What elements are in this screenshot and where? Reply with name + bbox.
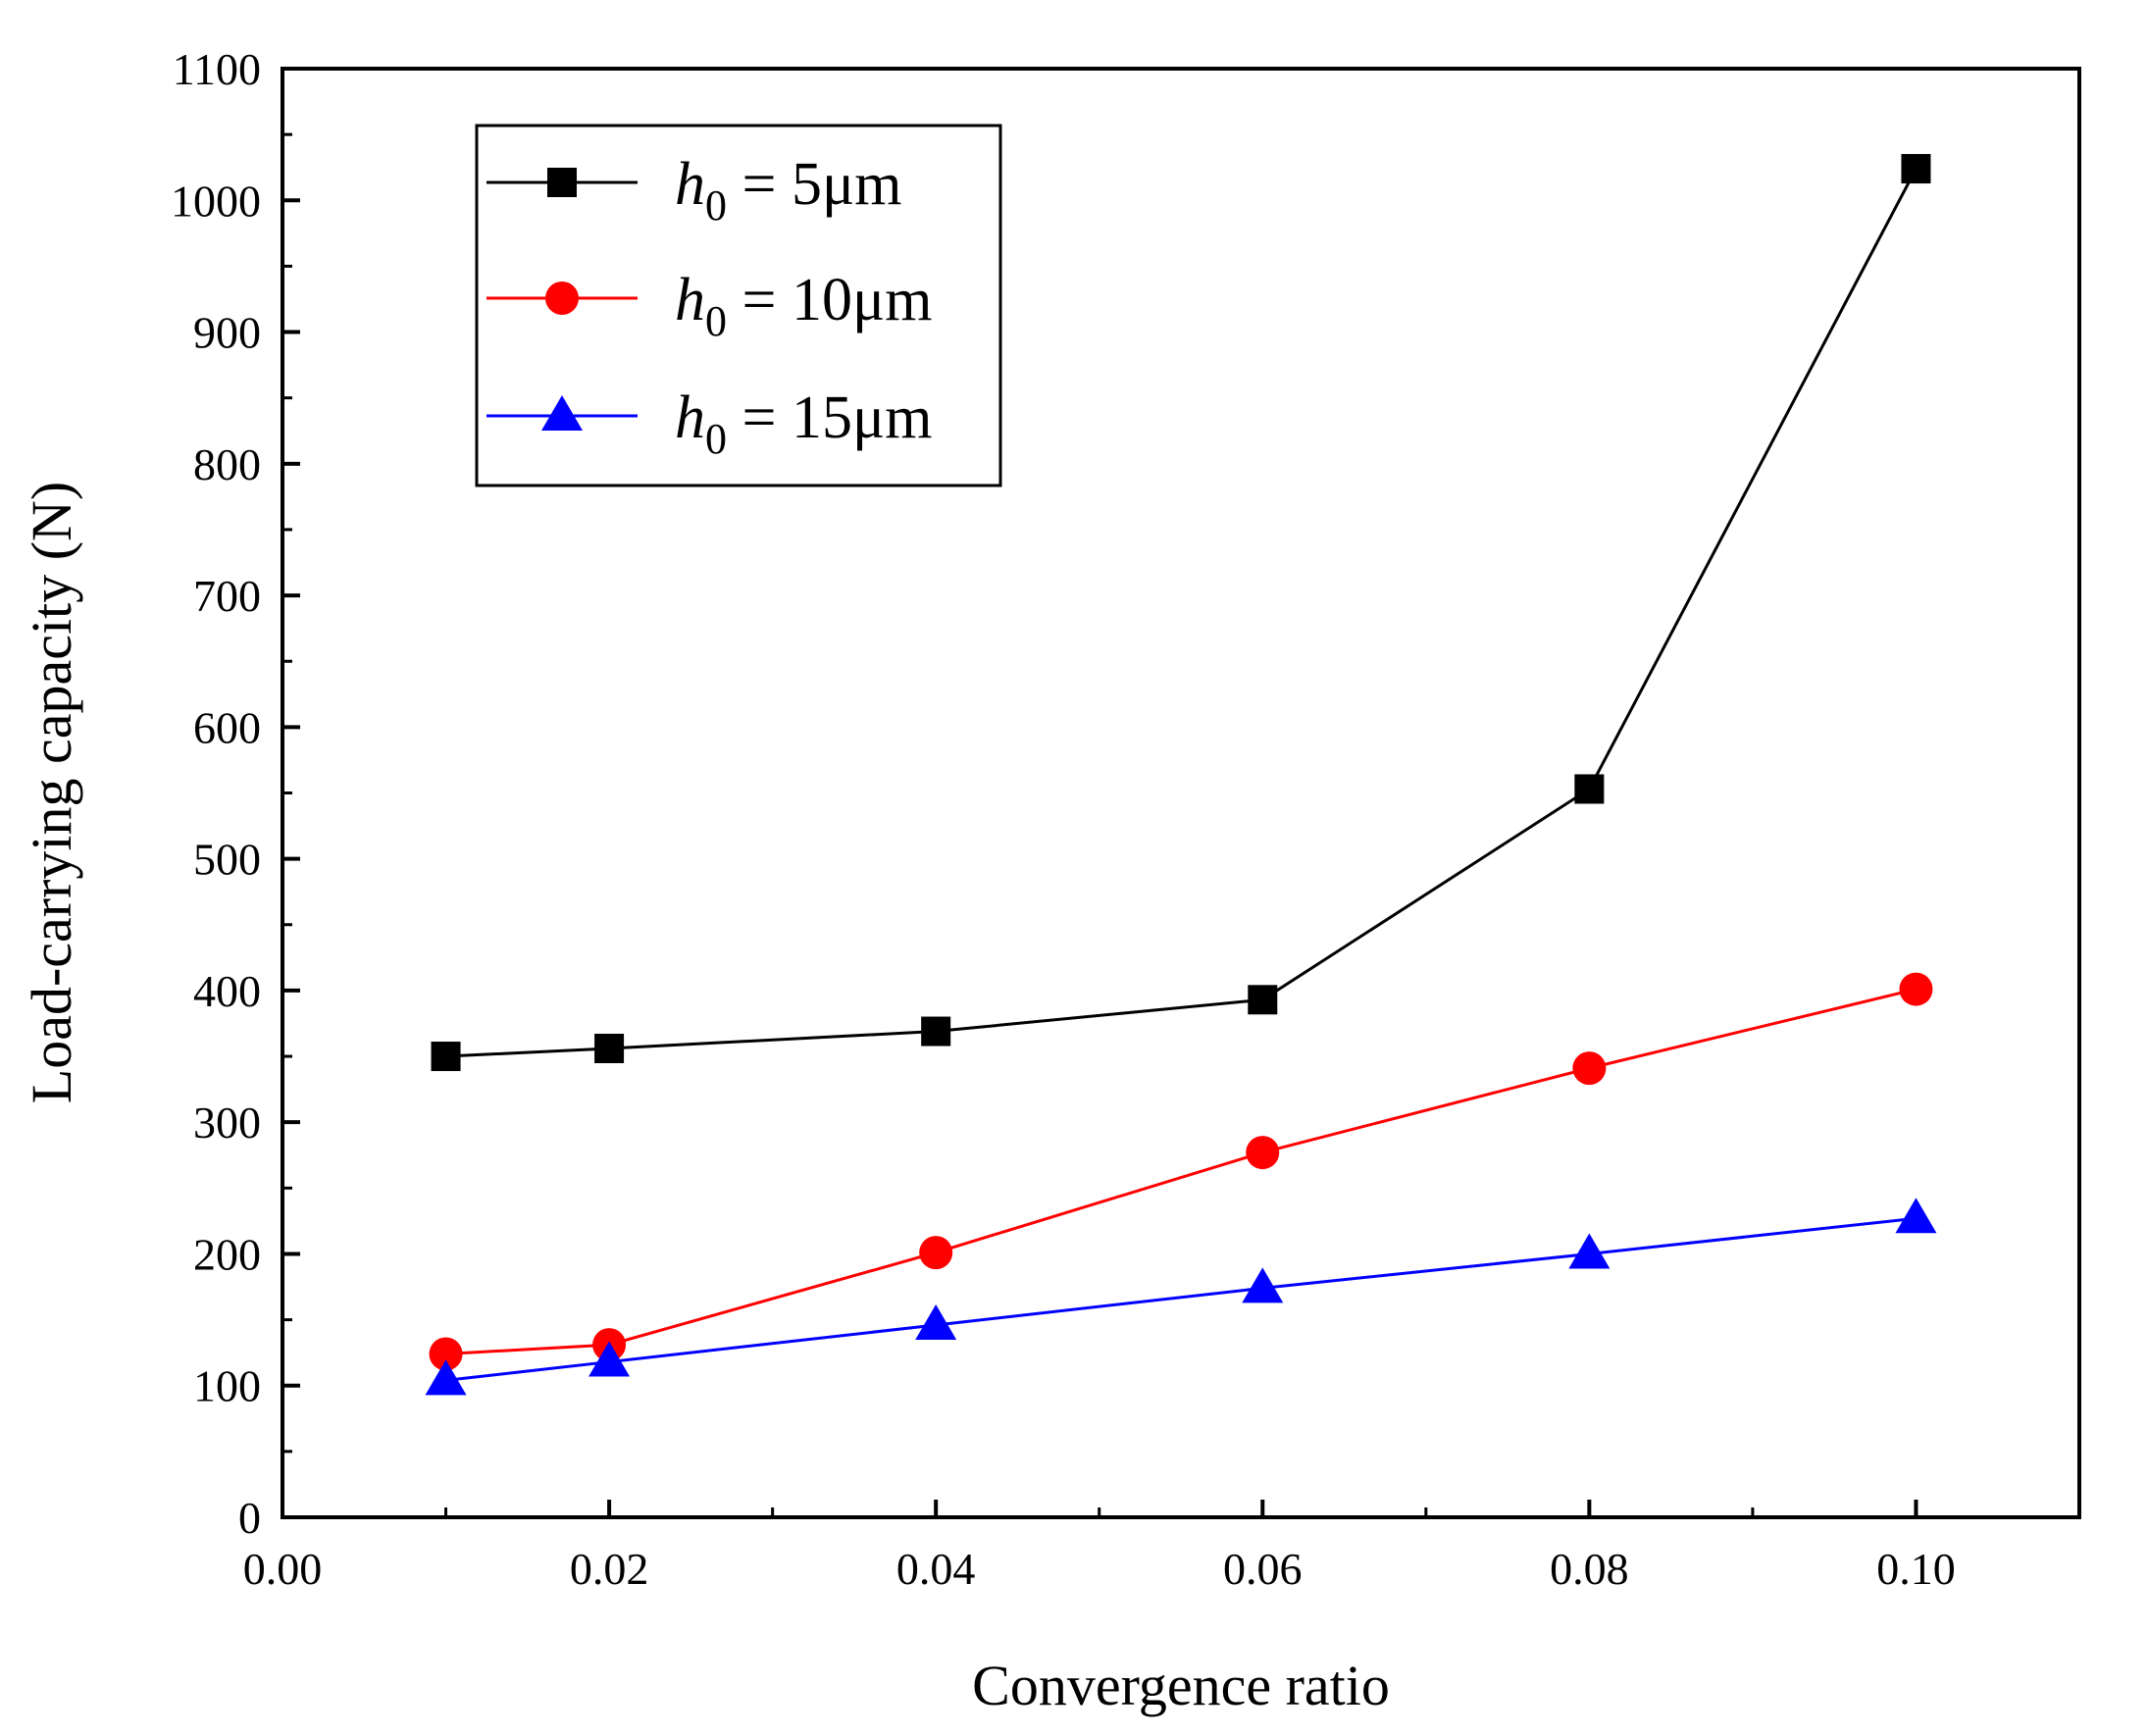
x-tick-label: 0.00 <box>243 1544 323 1594</box>
data-point <box>1242 1267 1284 1303</box>
data-point <box>1572 1051 1607 1086</box>
y-tick-label: 0 <box>238 1493 261 1543</box>
data-series <box>425 154 1937 1396</box>
data-point <box>1248 985 1278 1015</box>
legend: h0 = 5μm h0 = 10μm h0 = 15μm <box>475 124 1002 487</box>
data-point <box>594 1033 625 1063</box>
data-point <box>1901 154 1931 184</box>
legend-entry-1: h0 = 5μm <box>486 151 901 230</box>
x-axis-title: Convergence ratio <box>972 1654 1390 1717</box>
data-point <box>915 1303 957 1340</box>
series-line <box>445 1216 1917 1382</box>
axis-ticks <box>281 67 1918 1519</box>
y-tick-label: 700 <box>193 571 261 621</box>
y-tick-label: 800 <box>193 439 261 489</box>
data-point <box>1574 774 1605 804</box>
axis-tick-labels: 0 100 200 300 400 500 600 700 800 900 1000 1100 0.00… <box>171 44 1956 1594</box>
y-tick-label: 500 <box>193 835 261 885</box>
x-tick-label: 0.10 <box>1876 1544 1956 1594</box>
x-tick-label: 0.08 <box>1550 1544 1629 1594</box>
data-point <box>921 1016 951 1047</box>
legend-entry-3: h0 = 15μm <box>486 384 932 463</box>
legend-label: h0 = 5μm <box>675 151 901 230</box>
data-point <box>1895 1198 1937 1234</box>
legend-entry-2: h0 = 10μm <box>486 267 932 345</box>
y-tick-label: 900 <box>193 308 261 358</box>
x-tick-label: 0.06 <box>1223 1544 1303 1594</box>
legend-label: h0 = 15μm <box>675 384 932 463</box>
data-point <box>425 1359 467 1396</box>
y-tick-label: 400 <box>193 966 261 1016</box>
legend-label: h0 = 10μm <box>675 267 932 345</box>
data-point <box>431 1042 461 1072</box>
y-tick-label: 1000 <box>171 176 261 226</box>
y-axis-title: Load-carrying capacity (N) <box>20 482 83 1103</box>
legend-marker <box>541 395 583 431</box>
series-3 <box>425 1198 1937 1396</box>
series-2 <box>429 972 1933 1371</box>
series-line <box>445 168 1918 1058</box>
x-tick-label: 0.02 <box>570 1544 649 1594</box>
y-tick-label: 300 <box>193 1098 261 1148</box>
data-point <box>1568 1233 1611 1269</box>
legend-entries: h0 = 5μm h0 = 10μm h0 = 15μm <box>486 151 932 463</box>
data-point <box>1246 1136 1280 1170</box>
data-point <box>588 1341 631 1377</box>
legend-marker <box>545 281 579 315</box>
y-tick-label: 600 <box>193 702 261 752</box>
x-tick-label: 0.04 <box>896 1544 976 1594</box>
data-point <box>1899 972 1933 1006</box>
series-1 <box>431 154 1931 1072</box>
y-tick-label: 100 <box>193 1361 261 1411</box>
legend-marker <box>547 168 577 197</box>
data-point <box>429 1337 463 1371</box>
y-tick-label: 1100 <box>173 44 261 94</box>
series-line <box>445 988 1917 1355</box>
y-tick-label: 200 <box>193 1229 261 1279</box>
data-point <box>919 1236 953 1270</box>
